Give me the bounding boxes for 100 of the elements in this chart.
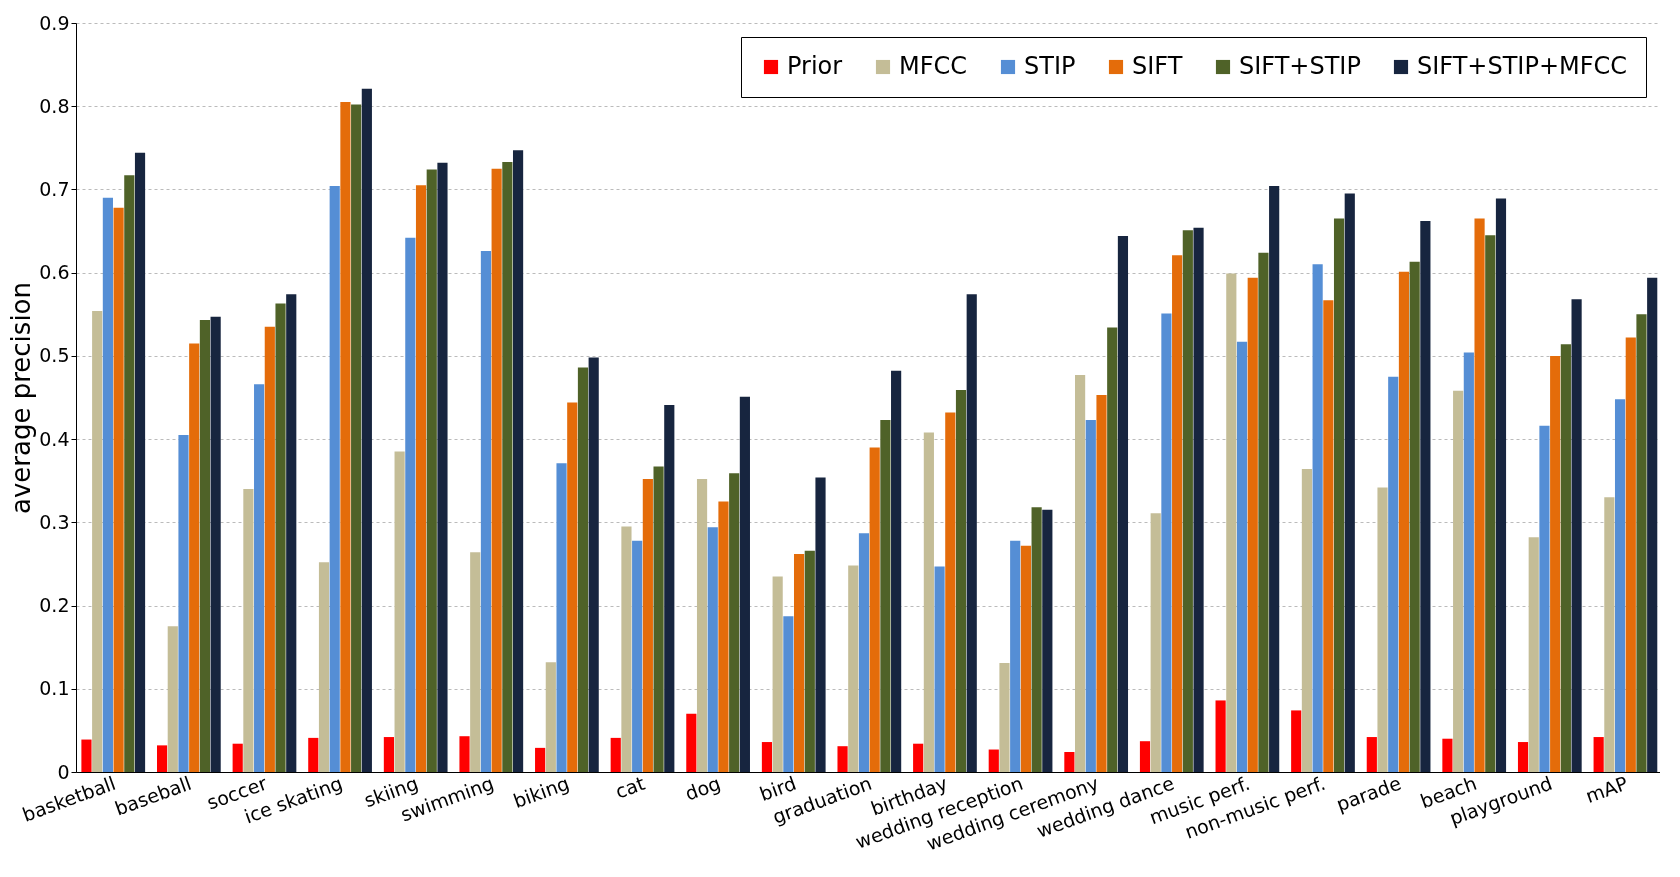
- y-tick-label: 0.9: [39, 11, 70, 34]
- bar: [1258, 252, 1269, 772]
- bar: [459, 736, 470, 772]
- bar: [1182, 230, 1193, 772]
- bar: [1528, 537, 1539, 772]
- bar: [437, 162, 448, 772]
- bar: [761, 742, 773, 772]
- bar: [653, 466, 664, 772]
- bar: [1420, 221, 1431, 772]
- bar: [610, 737, 621, 772]
- bar: [1377, 487, 1388, 772]
- bar: [1560, 344, 1571, 772]
- bar: [1333, 218, 1345, 772]
- bar: [1117, 236, 1129, 772]
- bar: [1636, 314, 1647, 772]
- bar: [102, 197, 113, 772]
- bar: [232, 743, 243, 772]
- bar: [92, 310, 103, 772]
- bar: [124, 175, 135, 772]
- bar: [1085, 419, 1096, 772]
- y-tick-label: 0.5: [39, 344, 70, 367]
- bar: [1442, 738, 1453, 772]
- bar: [988, 749, 999, 772]
- bar: [1453, 390, 1464, 772]
- bar: [502, 161, 513, 772]
- bar: [178, 434, 189, 772]
- bar: [113, 207, 124, 772]
- bar: [858, 533, 870, 772]
- bar: [1571, 299, 1582, 772]
- bar: [1550, 355, 1561, 772]
- bar: [804, 550, 815, 772]
- y-tick-label: 0.8: [39, 94, 70, 117]
- bar: [567, 402, 578, 772]
- bar: [1344, 193, 1355, 772]
- bar: [254, 384, 265, 772]
- bar: [1215, 700, 1226, 772]
- bar: [286, 294, 297, 772]
- bar: [815, 477, 826, 772]
- bar: [837, 746, 848, 772]
- x-tick-label: mAP: [1582, 771, 1631, 808]
- legend-label: STIP: [1024, 52, 1076, 80]
- bar: [1150, 513, 1161, 772]
- bar: [1247, 277, 1258, 772]
- bar: [1474, 218, 1485, 772]
- bar: [880, 419, 891, 772]
- bar: [1020, 545, 1031, 772]
- bar: [318, 562, 330, 772]
- bar: [1107, 327, 1118, 772]
- bar: [1593, 737, 1604, 772]
- bar: [1647, 277, 1658, 772]
- bar: [308, 737, 319, 772]
- bar: [81, 739, 92, 772]
- bar: [1495, 198, 1507, 772]
- bar: [1139, 741, 1151, 772]
- y-axis-title: average precision: [6, 282, 37, 514]
- x-tick-label: dog: [682, 771, 724, 805]
- bar: [1366, 737, 1377, 772]
- bar: [1323, 300, 1334, 772]
- y-tick-label: 0.2: [39, 594, 70, 617]
- bar: [718, 501, 729, 772]
- bar: [1236, 341, 1248, 772]
- bar: [966, 294, 977, 772]
- bar: [535, 747, 546, 772]
- bar: [275, 303, 286, 772]
- bar: [999, 662, 1010, 772]
- bar: [1312, 264, 1323, 772]
- bar: [1604, 497, 1615, 772]
- bar: [383, 737, 394, 772]
- bar: [1614, 399, 1626, 772]
- bar: [739, 396, 750, 772]
- bar: [1517, 742, 1529, 772]
- y-tick-label: 0.1: [39, 677, 70, 700]
- bar: [243, 489, 254, 772]
- y-tick-label: 0.3: [39, 510, 70, 533]
- bar: [577, 367, 589, 772]
- bar: [1291, 710, 1302, 772]
- bar: [1075, 375, 1086, 772]
- bar: [945, 412, 956, 772]
- bar: [1010, 540, 1021, 772]
- bar: [189, 343, 200, 772]
- bar: [923, 432, 934, 772]
- bar: [556, 463, 567, 772]
- bar: [869, 447, 880, 772]
- bar: [913, 743, 924, 772]
- bar: [848, 565, 859, 772]
- bar: [470, 552, 481, 772]
- bar: [772, 576, 783, 772]
- bar: [329, 186, 340, 772]
- bar: [415, 185, 427, 772]
- bar: [1193, 227, 1204, 772]
- bar: [264, 326, 275, 772]
- bar: [394, 451, 405, 772]
- bar: [1269, 186, 1280, 772]
- bar: [210, 316, 221, 772]
- x-tick-label: biking: [510, 771, 573, 813]
- bar: [1398, 271, 1410, 772]
- bar: [199, 320, 211, 772]
- y-tick-label: 0.4: [39, 427, 70, 450]
- bar: [783, 616, 794, 772]
- bar: [1042, 509, 1053, 772]
